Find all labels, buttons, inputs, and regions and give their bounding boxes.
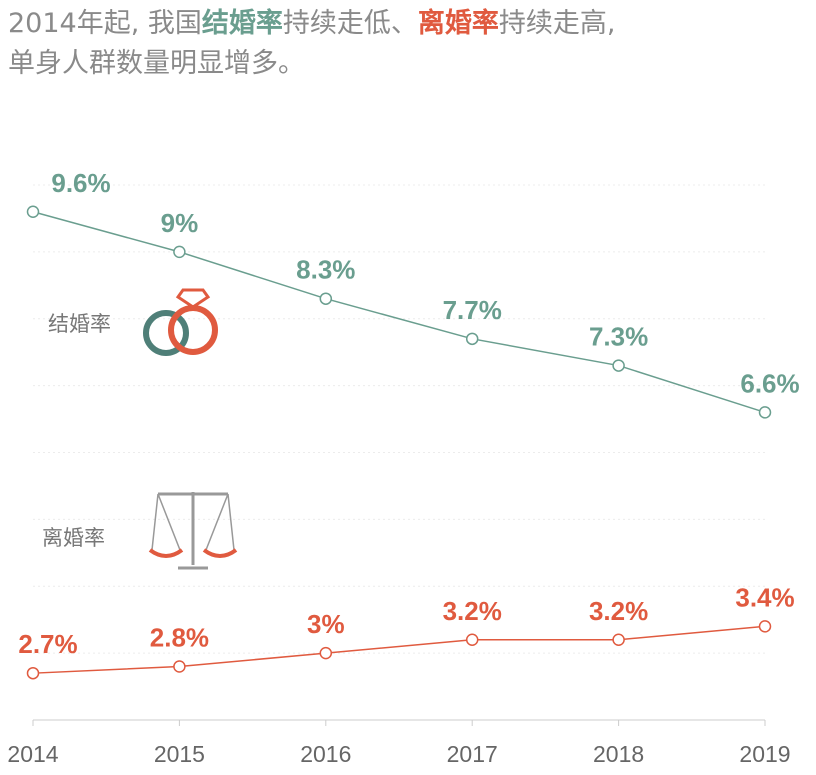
title-segment: 结婚率 bbox=[202, 7, 283, 39]
scale-icon bbox=[148, 492, 238, 570]
value-label: 3.2% bbox=[443, 596, 502, 626]
x-tick-label: 2018 bbox=[593, 741, 644, 767]
title-segment: 持续走高, bbox=[499, 8, 616, 39]
data-point bbox=[758, 620, 772, 633]
data-point bbox=[465, 633, 479, 646]
series-name: 结婚率 bbox=[48, 312, 111, 336]
value-label: 7.3% bbox=[589, 322, 648, 352]
data-point bbox=[319, 292, 333, 305]
grid: 2014 2015 2016 2017 2018 2019 bbox=[7, 184, 791, 767]
value-label: 8.3% bbox=[296, 255, 355, 285]
data-point bbox=[612, 359, 625, 372]
x-tick-label: 2015 bbox=[154, 741, 205, 767]
data-point bbox=[173, 245, 186, 259]
plot: 9.6% 9% 8.3% 7.7% 7.3% 6.6% 结婚率 2.7% 2.8% 3% 3.2% 3… bbox=[18, 168, 800, 680]
title: 2014年起, 我国结婚率持续走低、离婚率持续走高, 单身人群数量明显增多。 bbox=[8, 7, 615, 79]
data-point bbox=[612, 633, 625, 646]
title-line: 单身人群数量明显增多。 bbox=[8, 48, 305, 79]
x-tick-label: 2014 bbox=[7, 741, 58, 767]
data-point bbox=[26, 205, 40, 218]
data-point bbox=[319, 646, 333, 660]
x-tick-label: 2017 bbox=[447, 741, 498, 767]
title-segment: 2014年起, 我国 bbox=[8, 8, 202, 39]
x-tick-label: 2019 bbox=[739, 741, 790, 767]
series-line bbox=[32, 211, 766, 414]
data-point bbox=[465, 332, 479, 346]
value-label: 3.4% bbox=[735, 582, 794, 612]
title-segment: 单身人群数量明显增多。 bbox=[8, 48, 305, 79]
value-label: 9.6% bbox=[51, 168, 110, 198]
data-point bbox=[26, 666, 40, 680]
title-segment: 持续走低、 bbox=[283, 8, 418, 39]
value-label: 2.7% bbox=[18, 629, 77, 659]
value-label: 9% bbox=[161, 208, 199, 238]
value-label: 3.2% bbox=[589, 596, 648, 626]
title-segment: 离婚率 bbox=[418, 7, 499, 39]
x-tick-label: 2016 bbox=[300, 741, 351, 767]
value-label: 2.8% bbox=[150, 623, 209, 653]
value-label: 3% bbox=[307, 609, 345, 639]
rings-icon bbox=[143, 288, 218, 356]
value-label: 7.7% bbox=[443, 295, 502, 325]
series-name: 离婚率 bbox=[42, 526, 105, 550]
value-label: 6.6% bbox=[740, 368, 799, 398]
data-point bbox=[173, 660, 186, 673]
data-point bbox=[758, 406, 772, 419]
series-line bbox=[32, 625, 766, 674]
title-line: 2014年起, 我国结婚率持续走低、离婚率持续走高, bbox=[8, 7, 615, 39]
